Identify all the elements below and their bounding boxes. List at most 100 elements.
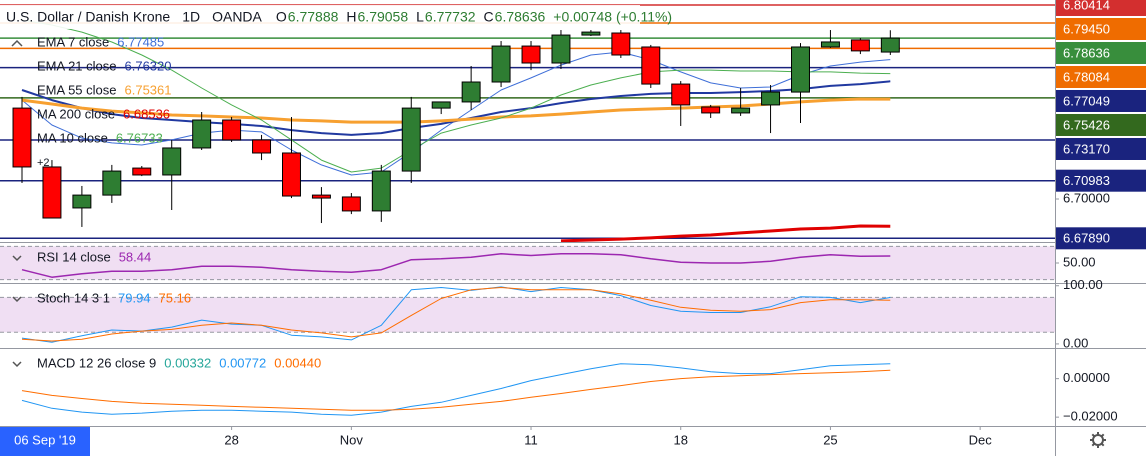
- price-label-box: [1056, 227, 1146, 250]
- candle-body: [641, 46, 661, 85]
- candle-body: [791, 46, 810, 93]
- candle-body: [132, 167, 152, 176]
- collapse-arrow[interactable]: [11, 39, 23, 47]
- candle-body: [491, 45, 511, 83]
- legend-value: 75.16: [159, 290, 192, 305]
- candle-body: [850, 39, 870, 52]
- candle-body: [461, 81, 481, 103]
- collapse-arrow[interactable]: [12, 361, 22, 368]
- quote-value: 6.78636: [495, 9, 546, 25]
- candle-body: [731, 107, 751, 114]
- legend-value: 58.44: [119, 249, 152, 264]
- candle-body: [820, 41, 840, 48]
- y-tick-label: −0.02000: [1063, 409, 1118, 424]
- indicator-line: [21, 286, 891, 343]
- candle-body: [341, 196, 361, 212]
- indicator-line: [21, 19, 891, 173]
- candle-body: [72, 194, 92, 209]
- price-label: 6.79450: [1063, 21, 1110, 36]
- indicator-line: [560, 224, 891, 242]
- candle-body: [162, 147, 182, 176]
- price-axis-labels: 6.80414 6.79450 6.78636 6.78084 6.77049 6.754…: [1056, 0, 1146, 250]
- price-label: 6.73170: [1063, 141, 1110, 156]
- legend-name: Stoch 14 3 1: [37, 290, 110, 305]
- price-label: 6.70983: [1063, 173, 1110, 188]
- quote-value: 6.77888: [288, 9, 339, 25]
- legend-name: MA 200 close: [37, 106, 115, 121]
- candle-body: [192, 119, 212, 149]
- legend-name: EMA 55 close: [37, 82, 117, 97]
- price-label-box: [1056, 137, 1146, 160]
- collapse-arrow[interactable]: [12, 255, 22, 262]
- legend-name: EMA 21 close: [37, 58, 117, 73]
- candle-body: [880, 37, 900, 53]
- legend-value: 6.68536: [123, 106, 170, 121]
- settings-icon[interactable]: [1090, 432, 1106, 448]
- candle-body: [371, 170, 391, 212]
- candle-body: [671, 83, 691, 106]
- indicator-line: [21, 369, 891, 411]
- candle-body: [252, 139, 272, 154]
- price-label: 6.80414: [1063, 0, 1110, 12]
- candle-body: [761, 91, 781, 106]
- price-label-box: [1056, 65, 1146, 88]
- legend-value: 6.77485: [117, 34, 164, 49]
- legend-value: 79.94: [118, 290, 151, 305]
- candle-body: [222, 119, 242, 141]
- candle-body: [282, 152, 301, 197]
- legend-name: MA 10 close: [37, 130, 108, 145]
- candle-body: [431, 101, 451, 109]
- price-label-box: [1056, 113, 1146, 136]
- legend-value: 0.00772: [219, 355, 266, 370]
- y-tick-label: 6.70000: [1063, 190, 1110, 205]
- price-label-box: [1056, 41, 1146, 64]
- y-tick-label: 0.00000: [1063, 370, 1110, 385]
- indicator-line: [21, 253, 891, 278]
- indicator-plot: [0, 286, 1055, 343]
- candle-body: [701, 106, 721, 114]
- x-tick-label: 18: [673, 432, 687, 447]
- legend-value: 0.00332: [164, 355, 211, 370]
- y-tick-label: 50.00: [1063, 254, 1096, 269]
- header-background: [0, 5, 640, 29]
- quote-key: L: [416, 9, 424, 25]
- x-tick-label: Nov: [340, 432, 364, 447]
- legend-value: 6.76733: [116, 130, 163, 145]
- legend-value: 6.75361: [125, 82, 172, 97]
- x-tick-label: 25: [823, 432, 837, 447]
- candle-body: [611, 32, 631, 56]
- settings-icon-teeth[interactable]: [1090, 432, 1106, 448]
- indicator-band: [0, 246, 1055, 280]
- candle-body: [521, 45, 541, 64]
- change: +0.00748 (+0.11%): [553, 9, 672, 25]
- legend-name: RSI 14 close: [37, 249, 111, 264]
- quote-key: O: [276, 9, 287, 25]
- x-tick-label: Dec: [969, 432, 993, 447]
- candle-body: [401, 107, 421, 172]
- candle-body: [12, 107, 32, 168]
- price-label-box: [1056, 89, 1146, 112]
- hidden-indicators: +2: [37, 157, 50, 169]
- price-label: 6.67890: [1063, 231, 1110, 246]
- price-label-box: [1056, 169, 1146, 192]
- indicator-line: [21, 97, 891, 124]
- cursor-date-box: [0, 427, 90, 456]
- legend-name: EMA 7 close: [37, 34, 109, 49]
- price-label: 6.75426: [1063, 117, 1110, 132]
- indicator-line: [21, 287, 891, 342]
- legend-value: 0.00440: [274, 355, 321, 370]
- price-label: 6.78636: [1063, 45, 1110, 60]
- indicator-plot: [21, 363, 891, 416]
- candle-body: [551, 34, 571, 64]
- collapse-arrow[interactable]: [12, 296, 22, 303]
- y-tick-label: 0.00: [1063, 335, 1088, 350]
- candle-body: [42, 166, 62, 219]
- indicator-plot: [0, 245, 1055, 281]
- symbol: U.S. Dollar / Danish Krone: [6, 9, 170, 25]
- candle-body: [311, 194, 331, 199]
- price-label-box: [1056, 17, 1146, 40]
- legend-name: MACD 12 26 close 9: [37, 355, 156, 370]
- source: OANDA: [212, 9, 262, 25]
- x-tick-label: 11: [524, 432, 538, 447]
